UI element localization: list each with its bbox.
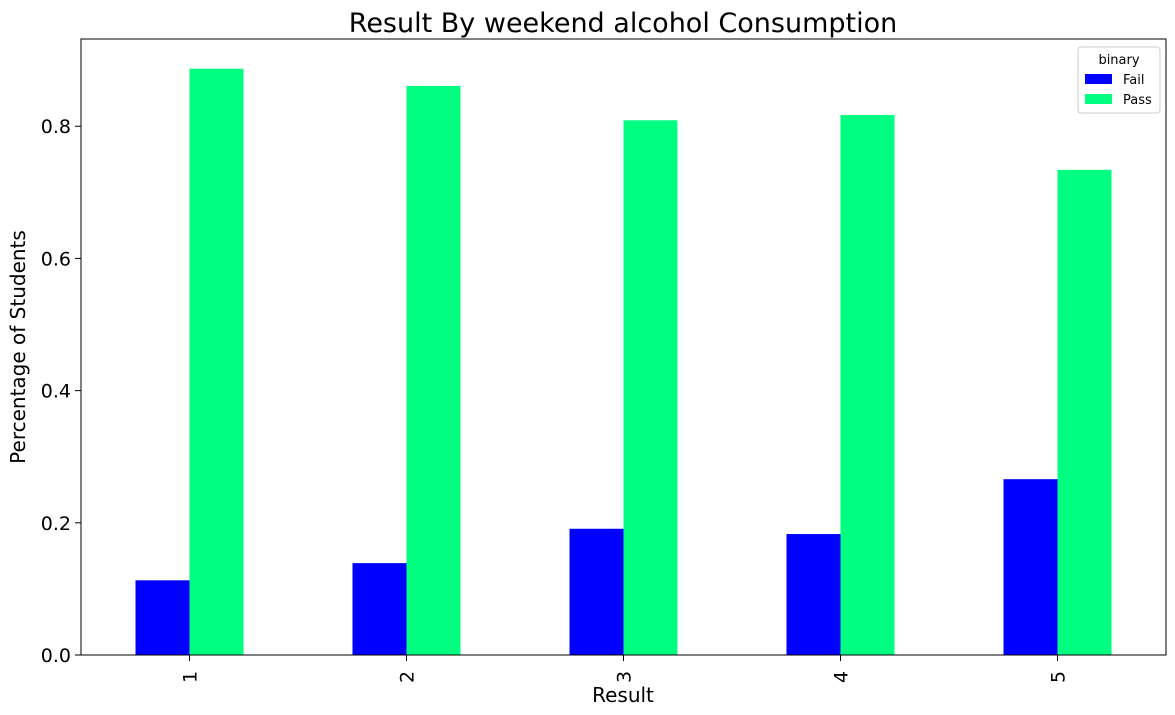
y-tick-label: 0.8 <box>41 116 71 138</box>
bar-fail-2 <box>352 563 407 655</box>
x-tick-label: 1 <box>180 671 202 683</box>
x-tick-label: 5 <box>1048 671 1070 683</box>
y-axis-label: Percentage of Students <box>6 230 30 464</box>
axes-layer: 0.0 0.2 0.4 0.6 0.8 1 2 3 4 5 <box>41 38 1167 683</box>
chart-title: Result By weekend alcohol Consumption <box>349 8 897 39</box>
bar-fail-4 <box>786 534 841 655</box>
bar-fail-3 <box>569 528 624 655</box>
y-tick-label: 0.4 <box>41 381 71 403</box>
bar-fail-1 <box>135 580 190 655</box>
y-tick-label: 0.2 <box>41 513 71 535</box>
bar-fail-5 <box>1003 479 1058 655</box>
x-tick-label: 2 <box>397 671 419 683</box>
bar-pass-5 <box>1057 169 1112 656</box>
legend: binary Fail Pass <box>1077 46 1161 114</box>
bar-pass-4 <box>840 115 895 655</box>
bars-layer <box>135 68 1112 656</box>
legend-swatch-fail <box>1085 74 1112 84</box>
x-tick-label: 3 <box>614 671 636 683</box>
y-tick-label: 0.6 <box>41 248 71 270</box>
bar-pass-1 <box>189 68 244 655</box>
legend-label-pass: Pass <box>1123 93 1152 108</box>
legend-swatch-pass <box>1085 94 1112 104</box>
legend-label-fail: Fail <box>1123 73 1144 88</box>
legend-title: binary <box>1098 53 1139 68</box>
bar-pass-2 <box>406 85 461 655</box>
bar-pass-3 <box>623 120 678 655</box>
y-tick-label: 0.0 <box>41 645 71 667</box>
x-tick-label: 4 <box>831 671 853 683</box>
x-axis-label: Result <box>592 683 654 707</box>
